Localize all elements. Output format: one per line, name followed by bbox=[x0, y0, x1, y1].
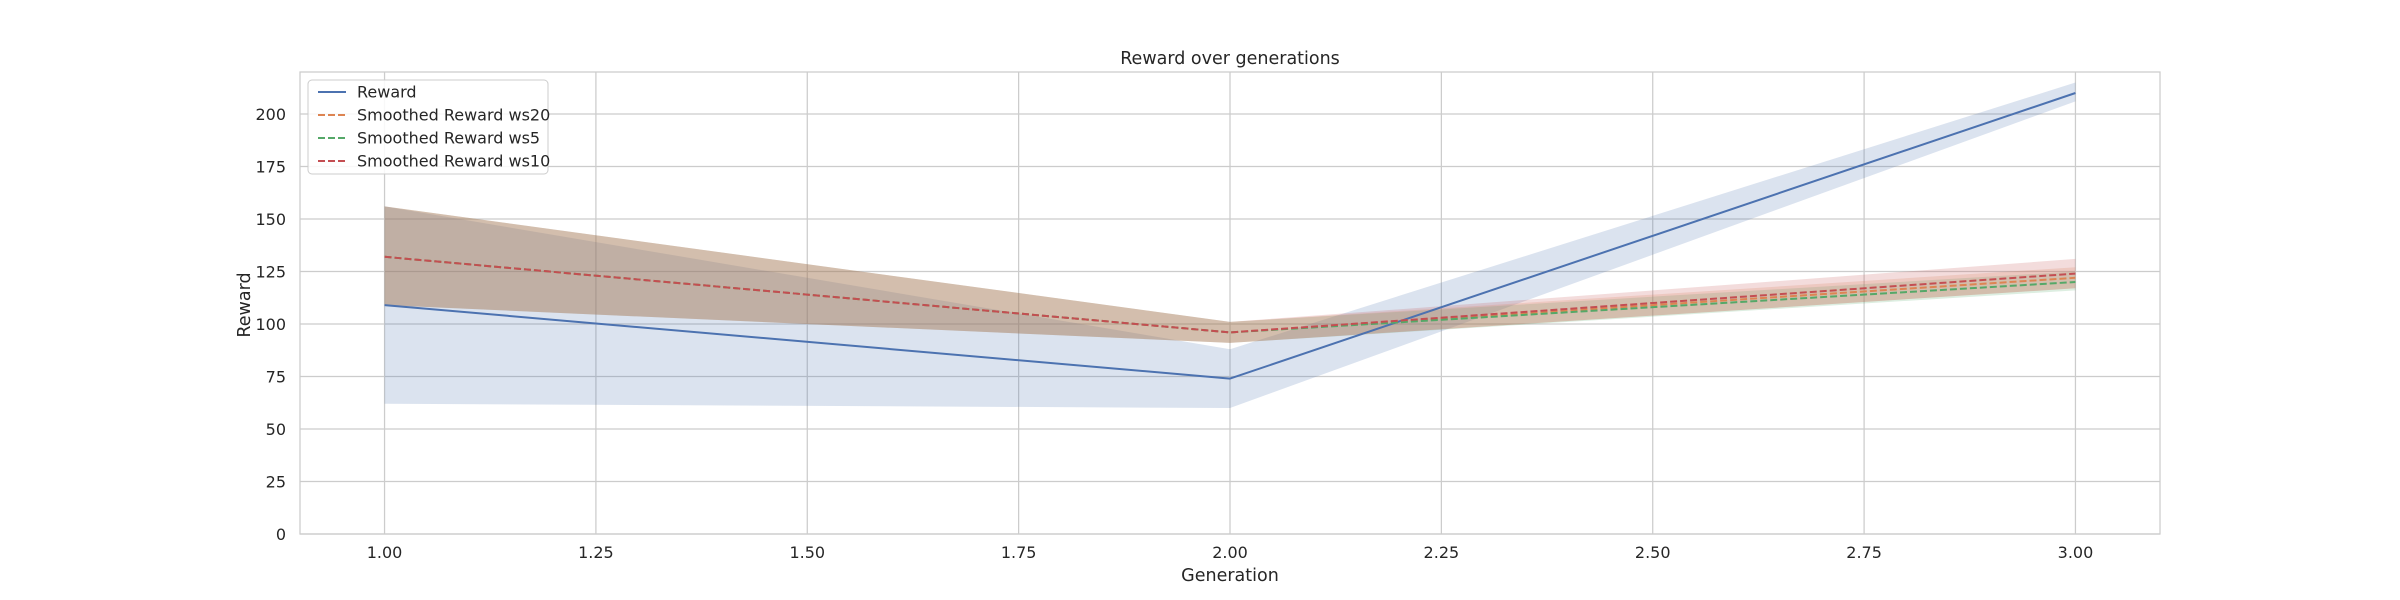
legend-label-0: Reward bbox=[357, 83, 417, 102]
x-tick-label: 2.50 bbox=[1635, 543, 1671, 562]
x-tick-label: 1.25 bbox=[578, 543, 614, 562]
x-tick-label: 1.50 bbox=[789, 543, 825, 562]
y-tick-label: 200 bbox=[255, 105, 286, 124]
confidence-band-1 bbox=[384, 206, 2076, 343]
confidence-band-3 bbox=[384, 206, 2076, 343]
y-tick-label: 25 bbox=[266, 473, 286, 492]
legend: Reward Smoothed Reward ws20 Smoothed Rewar… bbox=[307, 79, 550, 175]
legend-label-3: Smoothed Reward ws10 bbox=[357, 152, 550, 171]
y-tick-label: 125 bbox=[255, 263, 286, 282]
x-tick-label: 3.00 bbox=[2058, 543, 2094, 562]
y-tick-label: 75 bbox=[266, 368, 286, 387]
x-tick-label: 2.25 bbox=[1424, 543, 1460, 562]
plot-frame bbox=[299, 71, 2161, 535]
x-axis-title: Generation bbox=[1181, 566, 1279, 586]
x-tick-label: 2.00 bbox=[1212, 543, 1248, 562]
y-tick-label: 100 bbox=[255, 315, 286, 334]
x-tick-label: 1.00 bbox=[367, 543, 403, 562]
series-line-0 bbox=[384, 92, 2076, 380]
series-line-3 bbox=[384, 255, 2076, 334]
confidence-band-2 bbox=[384, 206, 2076, 343]
legend-label-1: Smoothed Reward ws20 bbox=[357, 106, 550, 125]
y-tick-label: 175 bbox=[255, 158, 286, 177]
y-tick-label: 0 bbox=[276, 525, 286, 544]
x-tick-label: 1.75 bbox=[1001, 543, 1037, 562]
confidence-band-0 bbox=[384, 82, 2076, 408]
y-tick-label: 150 bbox=[255, 210, 286, 229]
chart-title: Reward over generations bbox=[1120, 49, 1340, 69]
y-axis-title: Reward bbox=[235, 272, 255, 337]
legend-box bbox=[307, 79, 549, 175]
y-tick-label: 50 bbox=[266, 420, 286, 439]
x-tick-label: 2.75 bbox=[1846, 543, 1882, 562]
legend-label-2: Smoothed Reward ws5 bbox=[357, 129, 540, 148]
